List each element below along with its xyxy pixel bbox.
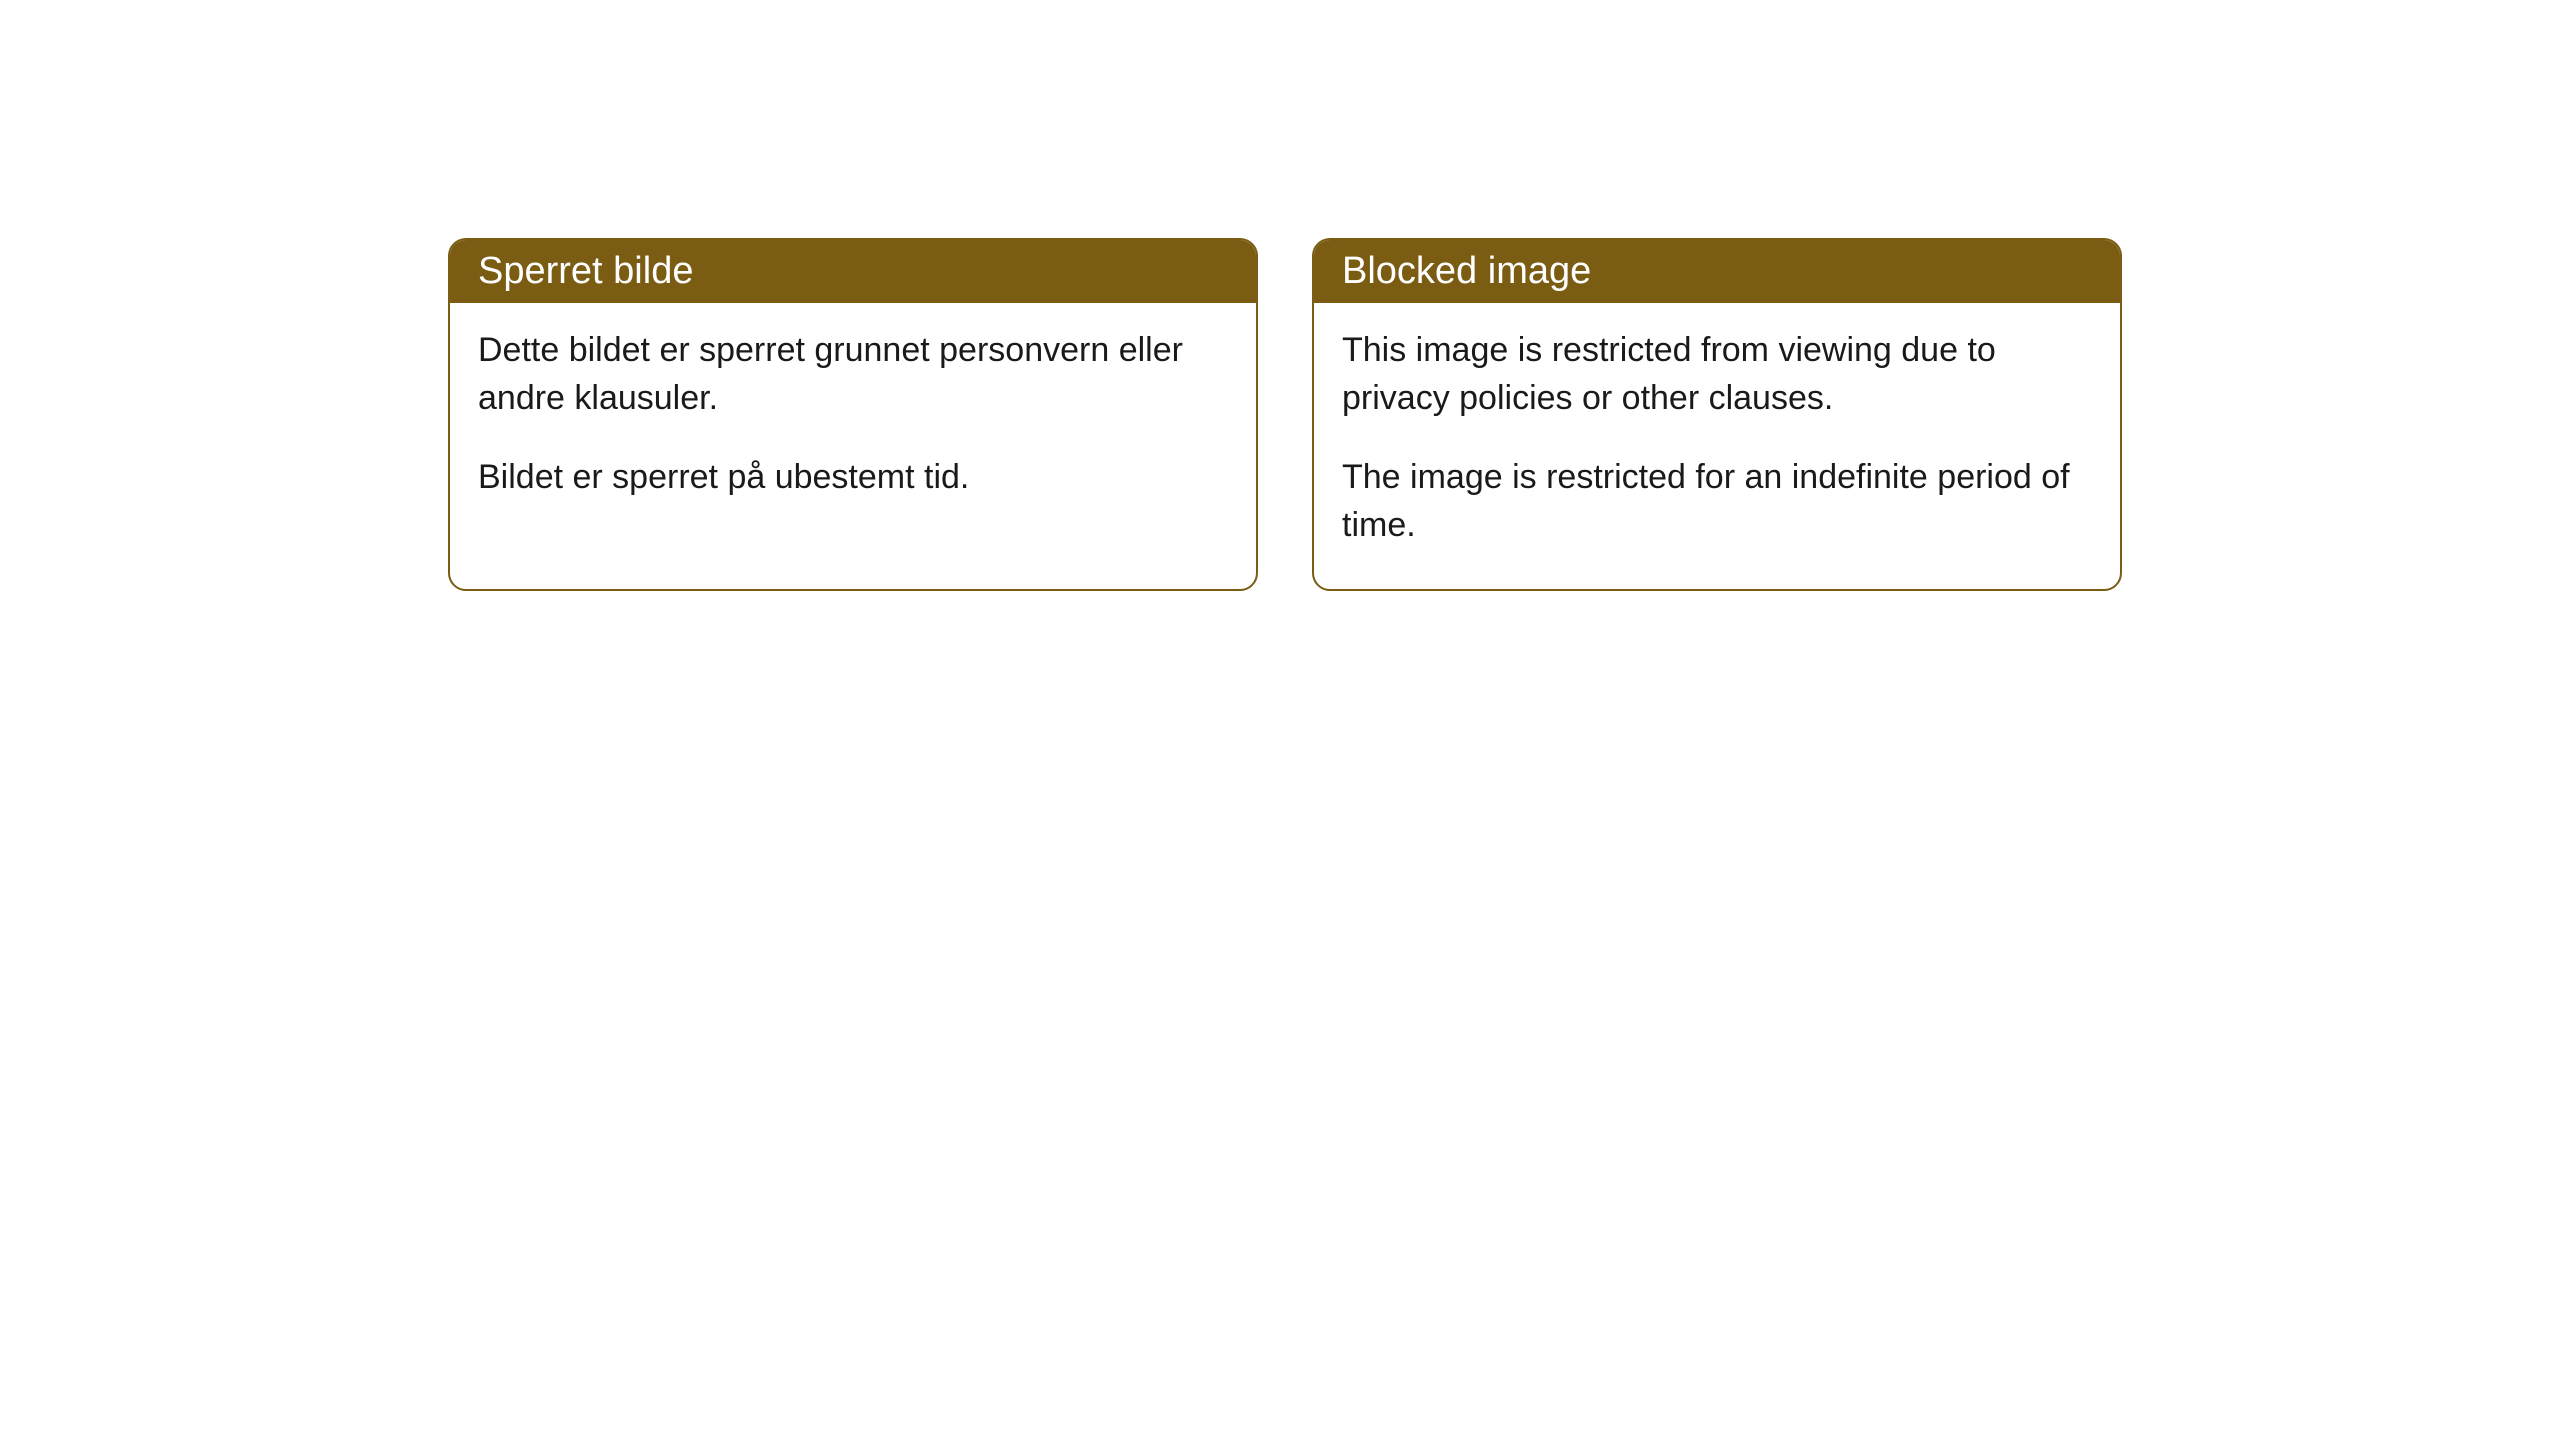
card-text-no-2: Bildet er sperret på ubestemt tid. — [478, 454, 1228, 502]
card-body-no: Dette bildet er sperret grunnet personve… — [450, 303, 1256, 542]
card-header-no: Sperret bilde — [450, 240, 1256, 303]
card-title-en: Blocked image — [1342, 250, 1591, 292]
card-header-en: Blocked image — [1314, 240, 2120, 303]
cards-container: Sperret bilde Dette bildet er sperret gr… — [0, 0, 2560, 591]
card-body-en: This image is restricted from viewing du… — [1314, 303, 2120, 589]
card-text-en-1: This image is restricted from viewing du… — [1342, 327, 2092, 422]
card-title-no: Sperret bilde — [478, 250, 693, 292]
blocked-image-card-no: Sperret bilde Dette bildet er sperret gr… — [448, 238, 1258, 591]
card-text-en-2: The image is restricted for an indefinit… — [1342, 454, 2092, 549]
blocked-image-card-en: Blocked image This image is restricted f… — [1312, 238, 2122, 591]
card-text-no-1: Dette bildet er sperret grunnet personve… — [478, 327, 1228, 422]
